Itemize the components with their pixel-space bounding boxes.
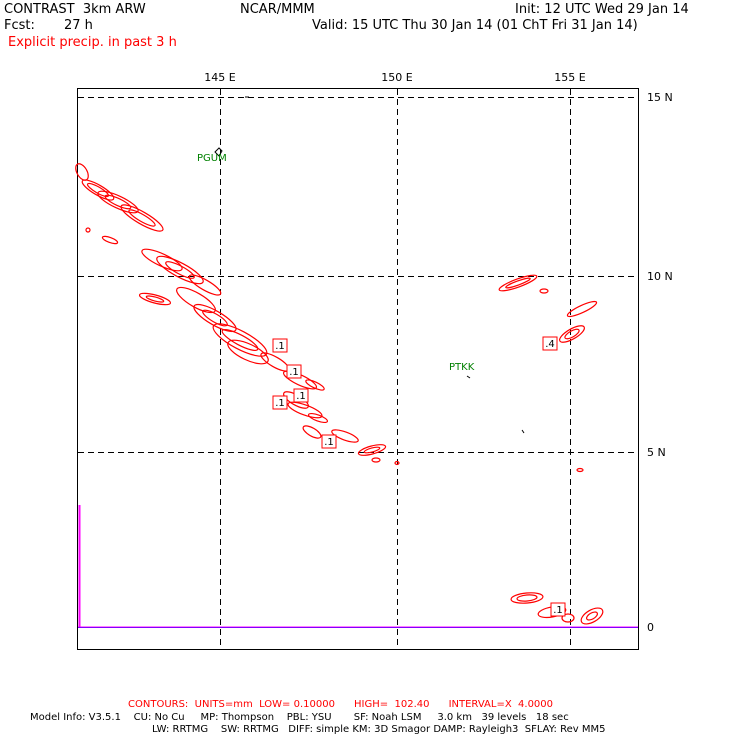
lat-label-10n: 10 N xyxy=(647,270,673,283)
graticule xyxy=(78,89,638,649)
contour-label: .1 xyxy=(275,398,285,409)
model-info-line2: LW: RRTMG SW: RRTMG DIFF: simple KM: 3D … xyxy=(152,724,606,735)
lon-label-155e: 155 E xyxy=(554,71,585,84)
valid-time: Valid: 15 UTC Thu 30 Jan 14 (01 ChT Fri … xyxy=(312,18,638,33)
lat-label-5n: 5 N xyxy=(647,446,666,459)
org-label: NCAR/MMM xyxy=(240,2,315,17)
contour-info: CONTOURS: UNITS=mm LOW= 0.10000 HIGH= 10… xyxy=(128,699,554,710)
model-info-line1: Model Info: V3.5.1 CU: No Cu MP: Thompso… xyxy=(30,712,569,723)
lat-label-15n: 15 N xyxy=(647,91,673,104)
contour-box xyxy=(321,434,337,449)
lon-label-150e: 150 E xyxy=(381,71,412,84)
guam-island xyxy=(214,147,223,157)
contour-box xyxy=(272,395,288,410)
model-title: CONTRAST 3km ARW xyxy=(4,2,146,17)
station-pgum: PGUM xyxy=(197,153,227,164)
island-east xyxy=(521,429,525,434)
contour-box xyxy=(542,336,558,351)
station-ptkk: PTKK xyxy=(449,362,475,373)
contour-label: .1 xyxy=(289,367,299,378)
forecast-hour: 27 h xyxy=(64,18,93,33)
init-time: Init: 12 UTC Wed 29 Jan 14 xyxy=(515,2,689,17)
precip-contours xyxy=(75,163,604,625)
map-frame xyxy=(77,88,639,650)
contour-label: .4 xyxy=(545,339,555,350)
lat-label-0: 0 xyxy=(647,621,654,634)
contour-label: .1 xyxy=(296,391,306,402)
contour-label: .1 xyxy=(324,437,334,448)
contour-label: .1 xyxy=(275,341,285,352)
forecast-label: Fcst: xyxy=(4,18,35,33)
field-title: Explicit precip. in past 3 h xyxy=(8,35,177,50)
contour-box xyxy=(272,338,288,353)
contour-box xyxy=(286,364,302,379)
contour-label: .1 xyxy=(553,605,563,616)
chuuk-island xyxy=(466,375,471,379)
contour-box xyxy=(293,388,309,403)
lon-label-145e: 145 E xyxy=(204,71,235,84)
contour-box xyxy=(550,602,566,617)
